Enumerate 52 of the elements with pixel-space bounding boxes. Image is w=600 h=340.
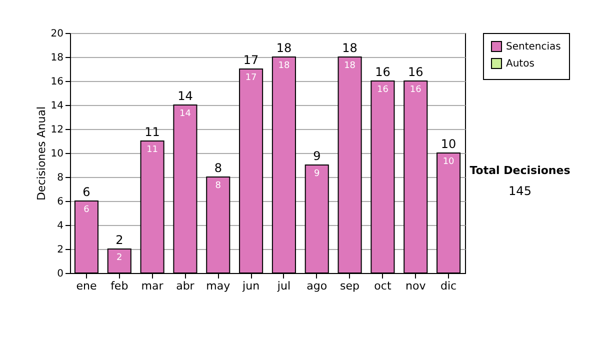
y-tick-label: 12 bbox=[50, 124, 64, 136]
x-tick-label: may bbox=[206, 280, 231, 292]
total-label: 14 bbox=[178, 89, 193, 103]
total-label: 16 bbox=[408, 65, 424, 79]
x-tick-label: ene bbox=[76, 280, 97, 292]
legend-label: Autos bbox=[506, 58, 534, 70]
y-tick-label: 14 bbox=[50, 100, 64, 112]
total-label: 18 bbox=[342, 41, 358, 55]
x-tick-label: feb bbox=[110, 280, 128, 292]
total-label: 17 bbox=[243, 53, 259, 67]
total-label: 18 bbox=[276, 41, 292, 55]
total-label: 9 bbox=[313, 149, 321, 163]
x-tick-label: nov bbox=[406, 280, 426, 292]
legend-label: Sentencias bbox=[506, 42, 561, 52]
x-tick-label: sep bbox=[340, 280, 360, 292]
total-label: 6 bbox=[82, 185, 90, 199]
data-label: 16 bbox=[410, 85, 422, 95]
total-label: 8 bbox=[214, 161, 222, 175]
x-tick-label: mar bbox=[141, 280, 164, 292]
x-tick-label: jun bbox=[242, 280, 260, 292]
text: 145 bbox=[508, 184, 532, 198]
data-label: 8 bbox=[215, 181, 222, 191]
data-label: 18 bbox=[344, 61, 356, 71]
text: Total Decisiones bbox=[470, 164, 571, 177]
x-tick-label: ago bbox=[306, 280, 328, 292]
y-tick-label: 10 bbox=[50, 148, 64, 160]
y-tick-label: 6 bbox=[57, 196, 64, 208]
data-label: 10 bbox=[442, 157, 455, 167]
x-tick-label: oct bbox=[374, 280, 392, 292]
y-tick-label: 4 bbox=[57, 220, 64, 232]
y-tick-label: 2 bbox=[57, 244, 64, 256]
total-label: 11 bbox=[144, 125, 160, 139]
y-tick-label: 16 bbox=[50, 76, 64, 88]
data-label: 2 bbox=[116, 253, 122, 263]
y-tick-label: 8 bbox=[57, 172, 64, 184]
data-label: 6 bbox=[84, 205, 90, 215]
data-label: 16 bbox=[376, 85, 389, 95]
total-label: 2 bbox=[116, 233, 124, 247]
data-label: 18 bbox=[278, 61, 290, 71]
y-tick-label: 20 bbox=[50, 28, 64, 40]
data-label: 17 bbox=[245, 73, 257, 83]
x-tick-label: dic bbox=[440, 280, 457, 292]
data-label: 9 bbox=[314, 169, 320, 179]
y-tick-label: 0 bbox=[57, 268, 64, 280]
y-axis-title: Decisiones Anual bbox=[34, 106, 48, 201]
y-tick-label: 18 bbox=[50, 52, 64, 64]
total-label: 10 bbox=[440, 137, 456, 151]
x-tick-label: jul bbox=[276, 280, 291, 292]
data-label: 11 bbox=[146, 145, 158, 155]
data-label: 14 bbox=[179, 109, 192, 119]
total-label: 16 bbox=[375, 65, 390, 79]
x-tick-label: abr bbox=[176, 280, 195, 292]
